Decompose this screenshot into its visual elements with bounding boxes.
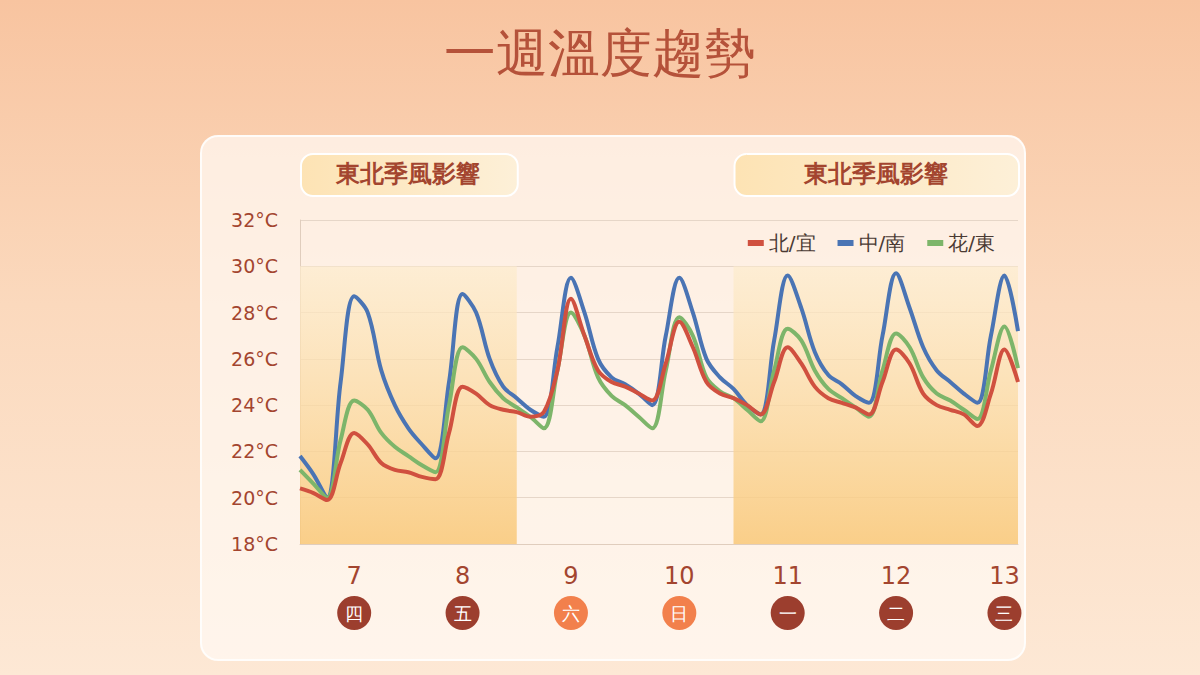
svg-text:花/東: 花/東 [948, 231, 995, 255]
svg-text:26°C: 26°C [231, 348, 278, 370]
svg-text:五: 五 [454, 603, 472, 624]
svg-text:9: 9 [563, 562, 578, 590]
svg-text:二: 二 [887, 603, 905, 624]
svg-text:一: 一 [779, 603, 797, 624]
svg-text:六: 六 [562, 603, 580, 624]
svg-text:20°C: 20°C [231, 487, 278, 509]
svg-text:東北季風影響: 東北季風影響 [335, 160, 480, 188]
svg-text:11: 11 [772, 562, 803, 590]
svg-text:13: 13 [989, 562, 1020, 590]
svg-text:30°C: 30°C [231, 255, 278, 277]
svg-text:12: 12 [881, 562, 912, 590]
svg-text:28°C: 28°C [231, 302, 278, 324]
svg-text:18°C: 18°C [231, 533, 278, 555]
svg-text:22°C: 22°C [231, 440, 278, 462]
svg-text:日: 日 [670, 603, 688, 624]
svg-text:7: 7 [347, 562, 362, 590]
svg-text:北/宜: 北/宜 [769, 231, 816, 255]
svg-text:東北季風影響: 東北季風影響 [803, 160, 948, 188]
svg-text:一週溫度趨勢: 一週溫度趨勢 [444, 23, 756, 83]
svg-text:四: 四 [345, 603, 363, 624]
svg-text:24°C: 24°C [231, 394, 278, 416]
svg-text:32°C: 32°C [231, 209, 278, 231]
svg-text:中/南: 中/南 [859, 231, 906, 255]
svg-text:8: 8 [455, 562, 470, 590]
svg-text:三: 三 [995, 603, 1013, 624]
svg-text:10: 10 [664, 562, 695, 590]
